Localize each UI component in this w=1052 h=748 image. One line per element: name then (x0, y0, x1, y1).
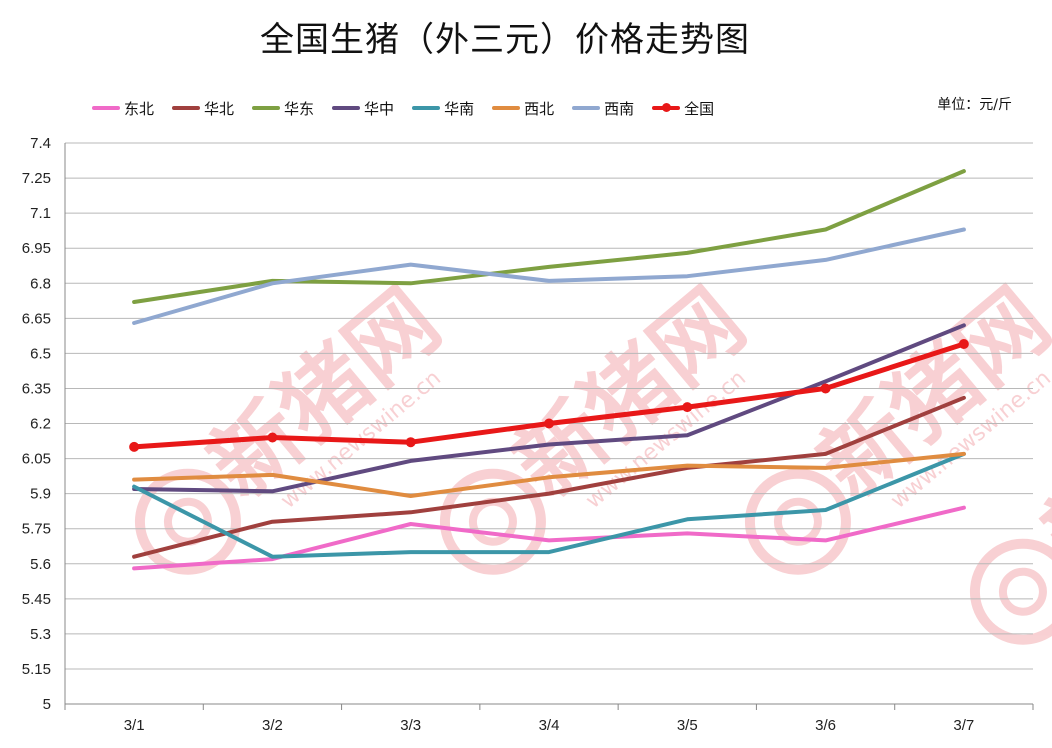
legend-swatch (572, 106, 601, 110)
y-tick-label: 6.05 (22, 451, 51, 468)
x-tick-label: 3/7 (953, 717, 974, 734)
x-tick-label: 3/6 (815, 717, 836, 734)
y-tick-label: 6.65 (22, 310, 51, 327)
unit-label: 单位：元/斤 (937, 97, 1012, 113)
legend-swatch (492, 106, 521, 110)
legend-swatch (652, 103, 681, 112)
series-line (132, 451, 966, 559)
legend-swatch (412, 106, 441, 110)
data-point (267, 432, 278, 443)
y-tick-label: 6.2 (30, 416, 51, 433)
legend-swatch (92, 106, 120, 110)
y-tick-label: 6.35 (22, 380, 51, 397)
series-西南 (132, 227, 966, 325)
y-tick-label: 7.25 (22, 170, 51, 187)
legend-item: 华北 (172, 98, 234, 119)
series-line (132, 451, 966, 498)
legend-label: 华东 (284, 99, 315, 118)
y-tick-label: 6.95 (22, 240, 51, 257)
legend-swatch (332, 106, 361, 110)
data-point (820, 383, 831, 394)
legend-label: 全国 (684, 99, 715, 118)
x-tick-label: 3/5 (677, 717, 698, 734)
legend-item: 西南 (572, 98, 634, 119)
legend-item: 华东 (252, 98, 314, 119)
x-tick-label: 3/3 (400, 717, 421, 734)
legend-label: 西南 (604, 99, 635, 118)
series-华东 (132, 169, 966, 304)
y-tick-label: 5.6 (30, 556, 51, 573)
legend-item: 东北 (92, 98, 154, 119)
legend-label: 华北 (204, 99, 235, 118)
data-point (129, 441, 140, 452)
y-tick-label: 5.3 (30, 626, 51, 643)
chart-title: 全国生猪（外三元）价格走势图 (260, 20, 750, 60)
series-华北 (132, 395, 966, 559)
legend-marker (662, 103, 672, 112)
legend-swatch (252, 106, 281, 110)
axes: 5 5.15 5.3 5.45 5.6 5.75 5.9 6.05 6.2 6.35 6.5 6.65… (22, 135, 1034, 734)
series-line (132, 323, 966, 494)
legend-label: 华南 (444, 99, 475, 118)
y-tick-label: 7.1 (30, 205, 51, 222)
series-东北 (132, 505, 966, 571)
data-point (544, 418, 554, 429)
series-line (132, 227, 966, 325)
legend-label: 东北 (124, 99, 155, 118)
legend: 东北 华北 华东 华中 华南 西北 西南 全国 (92, 97, 732, 119)
legend-item: 华南 (412, 98, 474, 119)
legend-label: 西北 (524, 99, 555, 118)
series-line (132, 395, 966, 559)
legend-item: 全国 (652, 98, 714, 119)
legend-item: 西北 (492, 98, 554, 119)
y-tick-label: 6.5 (30, 345, 51, 362)
legend-item: 华中 (332, 98, 394, 119)
x-tick-label: 3/4 (539, 717, 560, 734)
y-tick-label: 5.75 (22, 521, 51, 538)
series-line (132, 505, 966, 571)
y-tick-label: 7.4 (30, 135, 51, 152)
series-layer (129, 169, 969, 571)
y-tick-label: 5.15 (22, 661, 51, 678)
series-line (132, 169, 966, 304)
y-tick-label: 6.8 (30, 275, 51, 292)
legend-swatch (172, 106, 201, 110)
y-tick-label: 5.9 (30, 486, 51, 503)
series-全国 (129, 339, 969, 452)
x-tick-label: 3/2 (262, 717, 283, 734)
y-tick-label: 5.45 (22, 591, 51, 608)
series-华中 (132, 323, 966, 494)
y-tick-label: 5 (43, 696, 51, 713)
legend-label: 华中 (364, 99, 395, 118)
x-tick-label: 3/1 (124, 717, 145, 734)
series-华南 (132, 451, 966, 559)
data-point (958, 339, 969, 350)
series-西北 (132, 451, 966, 498)
data-point (682, 402, 693, 413)
data-point (405, 437, 416, 448)
